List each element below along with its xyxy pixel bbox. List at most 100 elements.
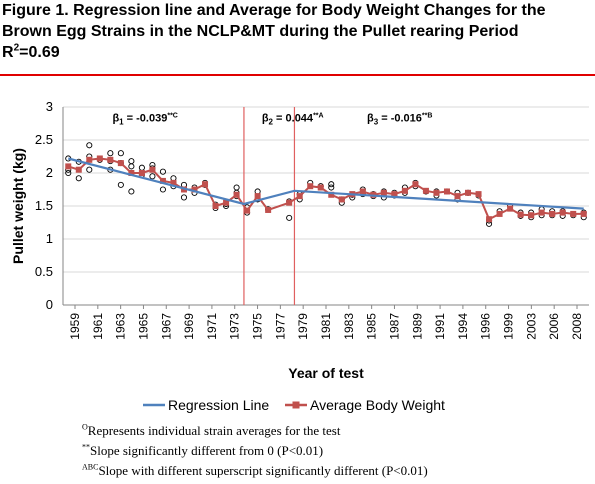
average-point [486, 216, 493, 223]
footnote-symbol: ABC [82, 462, 99, 472]
x-tick-label: 2003 [524, 313, 538, 340]
y-tick-label: 0.5 [35, 264, 53, 279]
strain-point [128, 188, 135, 195]
average-point [454, 193, 461, 200]
average-point [254, 193, 261, 200]
slope-annotation: β2 = 0.044**A [262, 113, 324, 127]
average-point [496, 210, 503, 217]
average-point [401, 187, 408, 194]
average-point [465, 189, 472, 196]
x-tick-label: 1967 [159, 313, 173, 340]
r2-value: =0.69 [19, 44, 60, 61]
footnote-text: Slope significantly different from 0 (P<… [90, 443, 324, 458]
x-tick-label: 1973 [228, 313, 242, 340]
strain-point [159, 186, 166, 193]
average-point [549, 210, 556, 217]
regression-line [68, 157, 584, 210]
x-tick-label: 1983 [342, 313, 356, 340]
x-tick-label: 1979 [296, 313, 310, 340]
x-axis-title: Year of test [288, 365, 364, 381]
x-tick-label: 1977 [273, 313, 287, 340]
x-tick-label: 2008 [570, 313, 584, 340]
average-point [149, 166, 156, 173]
x-tick-label: 1985 [365, 313, 379, 340]
strain-point [159, 168, 166, 175]
average-point [307, 183, 314, 190]
footnote-strain-averages: ORepresents individual strain averages f… [82, 421, 592, 441]
average-point [170, 179, 177, 186]
average-point [338, 196, 345, 203]
strain-point [328, 181, 335, 188]
r2-superscript: 2 [13, 42, 20, 54]
title-divider-rule [0, 74, 595, 76]
average-body-weight-line [68, 157, 584, 221]
x-tick-label: 1963 [114, 313, 128, 340]
y-tick-label: 2.5 [35, 132, 53, 147]
strain-point [128, 163, 135, 170]
average-point [86, 156, 93, 163]
strain-point [128, 158, 135, 165]
legend-average-marker [292, 401, 300, 409]
average-point [65, 163, 72, 170]
average-point [212, 203, 219, 209]
average-point [202, 181, 209, 188]
slope-annotation: β3 = -0.016**B [367, 113, 432, 127]
strain-point [138, 164, 145, 171]
average-point [117, 160, 124, 167]
average-point [422, 187, 429, 194]
slope-annotation: β1 = -0.039**C [112, 113, 177, 127]
average-point [128, 170, 135, 176]
y-tick-label: 1 [46, 231, 53, 246]
x-tick-label: 1994 [456, 313, 470, 340]
average-point [528, 212, 535, 219]
legend-regression-label: Regression Line [168, 397, 269, 413]
average-point [517, 211, 524, 218]
y-tick-label: 0 [46, 297, 53, 312]
x-tick-label: 1971 [205, 313, 219, 340]
x-tick-label: 1969 [182, 313, 196, 340]
r-squared-label: R2=0.69 [2, 42, 592, 63]
strain-point [149, 173, 156, 180]
average-point [244, 207, 251, 214]
x-tick-label: 1996 [479, 313, 493, 340]
x-tick-label: 1961 [91, 313, 105, 340]
average-point [580, 210, 587, 217]
x-tick-label: 1999 [502, 313, 516, 340]
footnote-significance: **Slope significantly different from 0 (… [82, 441, 592, 461]
average-point [475, 191, 482, 198]
y-tick-label: 2 [46, 165, 53, 180]
x-tick-label: 2006 [547, 313, 561, 340]
strain-point [328, 184, 335, 191]
figure-title: Figure 1. Regression line and Average fo… [2, 0, 592, 63]
average-point [96, 155, 103, 162]
footnote-text: Slope with different superscript signifi… [98, 463, 428, 478]
average-point [380, 189, 387, 196]
y-axis-title: Pullet weight (kg) [10, 148, 26, 264]
x-tick-label: 1987 [387, 313, 401, 340]
y-tick-label: 3 [46, 99, 53, 114]
x-tick-label: 1981 [319, 313, 333, 340]
strain-point [75, 175, 82, 182]
strain-point [286, 214, 293, 221]
average-point [559, 209, 566, 216]
strain-point [86, 166, 93, 173]
footnote-text: Represents individual strain averages fo… [87, 423, 341, 438]
strain-point [107, 150, 114, 157]
y-tick-label: 1.5 [35, 198, 53, 213]
strain-point [233, 184, 240, 191]
figure-title-line-1: Figure 1. Regression line and Average fo… [2, 2, 546, 19]
x-tick-label: 1991 [433, 313, 447, 340]
legend-average-label: Average Body Weight [310, 397, 445, 413]
average-point [359, 188, 366, 195]
average-point [107, 156, 114, 163]
footnote-symbol: ** [82, 442, 90, 452]
average-point [538, 209, 545, 216]
figure-title-line-2: Brown Egg Strains in the NCLP&MT during … [2, 23, 519, 40]
footnote-superscript-meaning: ABCSlope with different superscript sign… [82, 461, 592, 481]
average-point [75, 166, 82, 173]
average-point [159, 177, 166, 184]
average-point [191, 186, 198, 193]
strain-point [117, 150, 124, 157]
average-point [391, 191, 398, 198]
average-point [317, 184, 324, 191]
